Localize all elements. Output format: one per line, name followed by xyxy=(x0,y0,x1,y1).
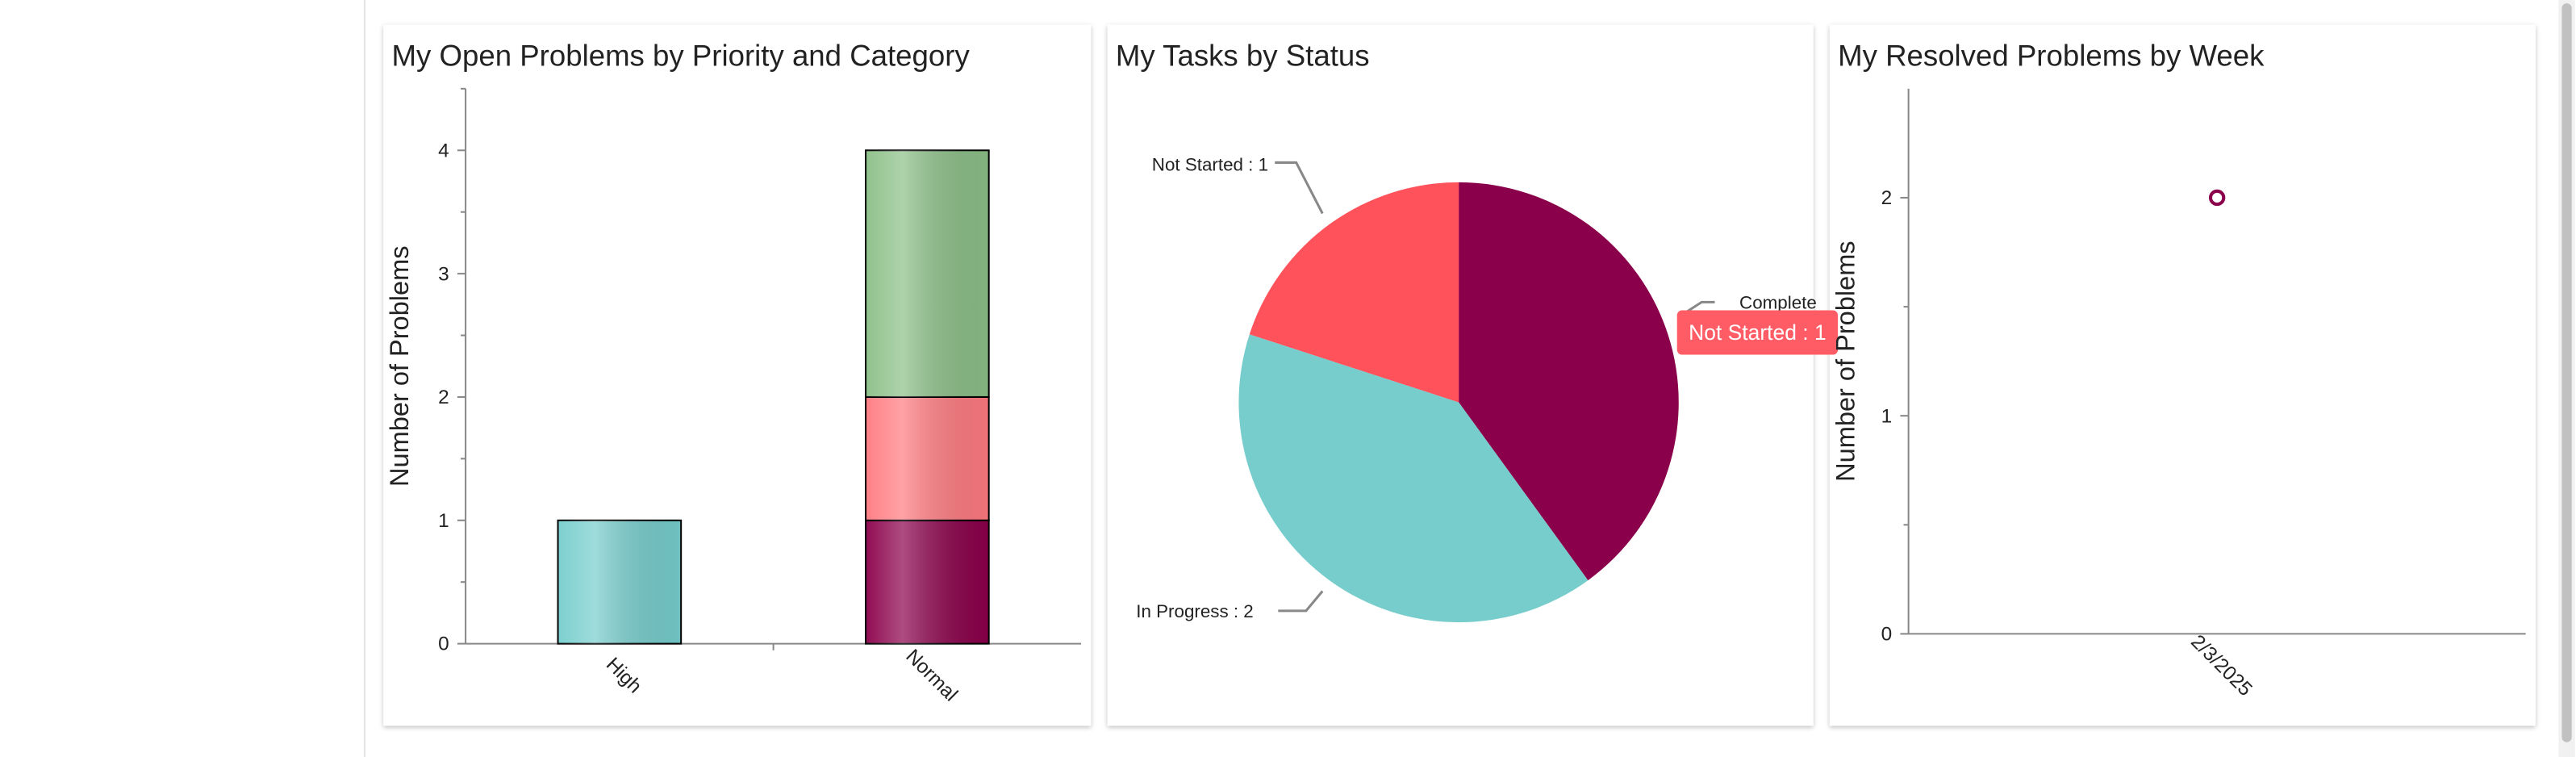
y-tick-label: 0 xyxy=(1881,624,1893,646)
tooltip-text: Not Started : 1 xyxy=(1689,320,1826,345)
panel xyxy=(1829,24,2536,726)
y-tick-label: 4 xyxy=(438,140,449,161)
pie-slice xyxy=(1459,182,1679,581)
bar-shine xyxy=(866,520,989,644)
data-label: Not Started : 1 xyxy=(1152,155,1268,175)
pie-slice xyxy=(1249,182,1459,403)
bar-shine xyxy=(557,520,682,644)
y-axis-label: Number of Problems xyxy=(1831,240,1860,481)
y-tick-label: 0 xyxy=(438,634,449,655)
chart-title: My Open Problems by Priority and Categor… xyxy=(392,39,971,72)
y-tick-label: 3 xyxy=(438,263,449,285)
data-label: Complete xyxy=(1739,293,1817,313)
pie-slice xyxy=(1238,334,1589,623)
y-tick-label: 1 xyxy=(1881,405,1893,427)
point xyxy=(2208,189,2226,207)
scrollbar-thumb[interactable] xyxy=(2561,3,2572,742)
leader-line xyxy=(1275,161,1324,215)
leader-line xyxy=(1278,590,1324,613)
chart-title: My Tasks by Status xyxy=(1116,39,1370,72)
y-tick-label: 1 xyxy=(438,510,449,532)
chart-title: My Resolved Problems by Week xyxy=(1838,39,2265,72)
bar-shine xyxy=(866,150,989,397)
bar-shine xyxy=(866,396,989,521)
y-axis-label: Number of Problems xyxy=(385,246,414,487)
y-tick-label: 2 xyxy=(438,387,449,408)
y-tick-label: 2 xyxy=(1881,187,1893,209)
data-label: In Progress : 2 xyxy=(1136,601,1254,621)
tooltip xyxy=(1676,310,1839,355)
